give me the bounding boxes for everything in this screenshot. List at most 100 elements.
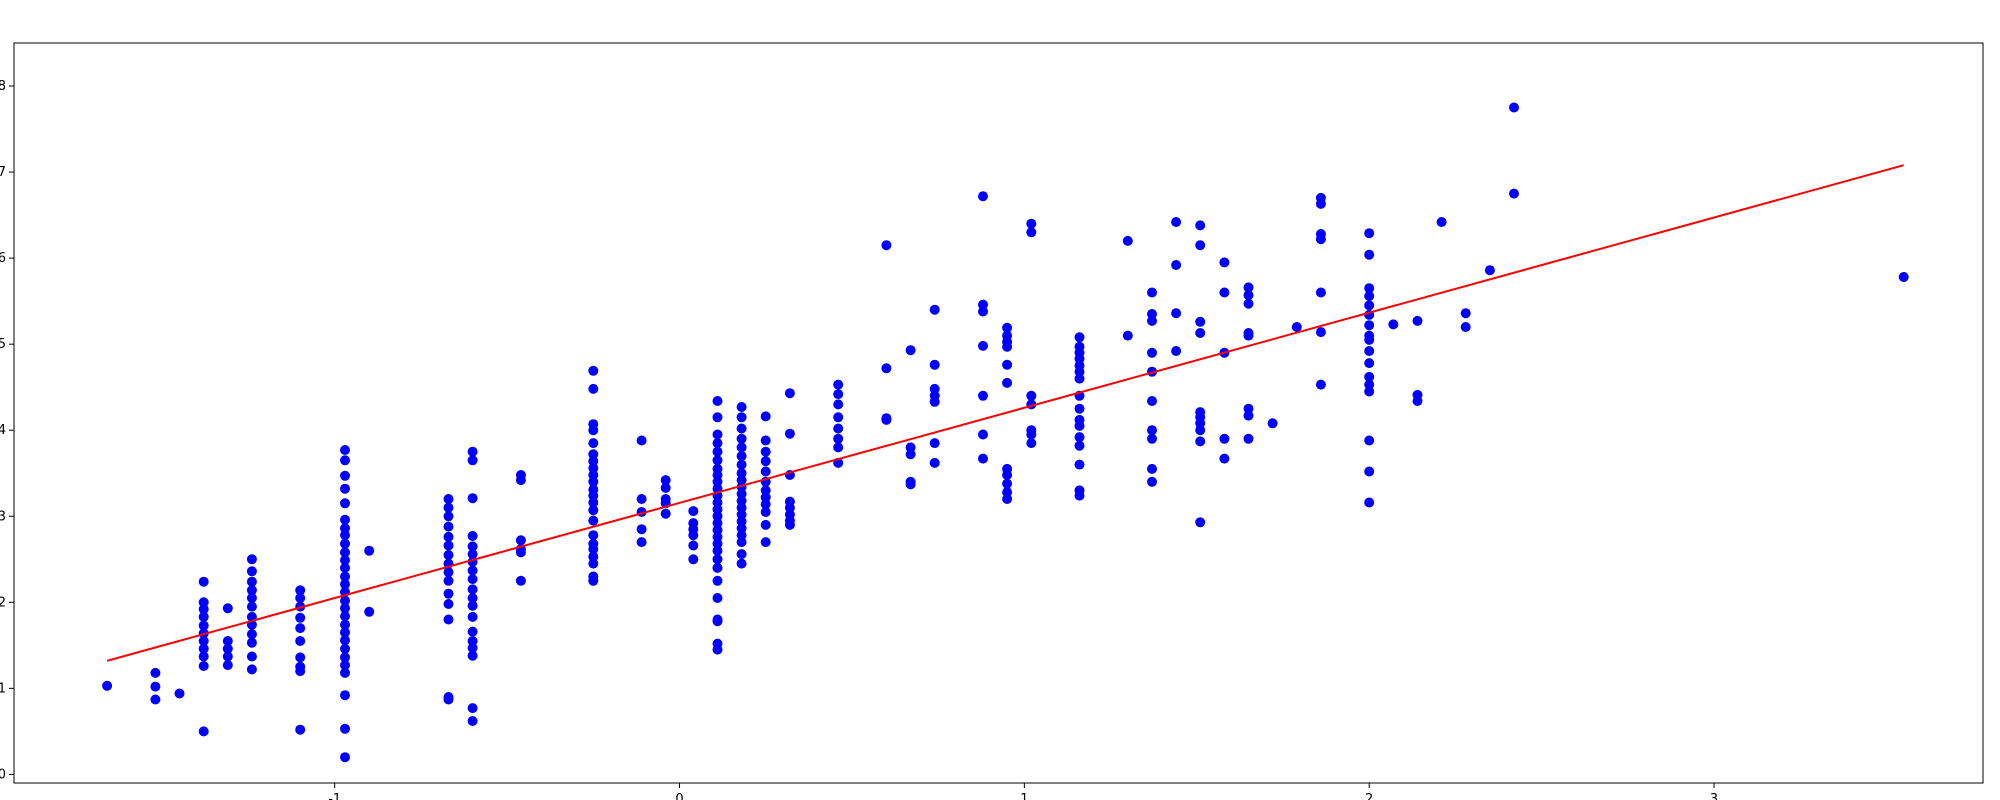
- data-point: [978, 390, 988, 401]
- data-point: [198, 636, 209, 646]
- axes-frame: [13, 42, 1984, 784]
- data-point: [688, 506, 699, 517]
- data-point: [515, 547, 526, 558]
- data-point: [1147, 425, 1157, 436]
- data-point: [1026, 438, 1037, 449]
- data-point: [929, 396, 940, 407]
- data-point: [340, 723, 350, 734]
- data-point: [712, 504, 723, 515]
- data-point: [515, 475, 526, 486]
- data-point: [1171, 308, 1182, 319]
- data-point: [198, 611, 209, 622]
- data-point: [1364, 497, 1375, 508]
- data-point: [1364, 358, 1375, 369]
- data-point: [760, 446, 771, 457]
- data-point: [1484, 265, 1495, 276]
- data-point: [467, 584, 478, 595]
- data-point: [1026, 218, 1037, 229]
- data-point: [588, 505, 599, 516]
- data-point: [295, 623, 306, 634]
- data-point: [467, 642, 478, 653]
- data-point: [467, 549, 478, 560]
- data-point: [1315, 379, 1326, 390]
- y-tick-label: 6: [0, 251, 6, 266]
- data-point: [340, 667, 350, 678]
- data-point: [198, 661, 209, 671]
- data-point: [1315, 327, 1326, 338]
- data-point: [1074, 490, 1085, 501]
- data-point: [467, 531, 478, 541]
- y-tick-label: 2: [0, 595, 6, 610]
- data-point: [760, 411, 771, 422]
- data-point: [467, 611, 478, 622]
- data-point: [295, 593, 306, 603]
- data-point: [340, 603, 350, 614]
- data-point: [929, 304, 940, 315]
- data-point: [1267, 418, 1278, 429]
- data-point: [833, 433, 844, 444]
- data-point: [1074, 420, 1085, 431]
- data-point: [833, 379, 844, 390]
- data-point: [712, 545, 723, 556]
- data-point: [1364, 334, 1375, 345]
- data-point: [198, 604, 209, 615]
- data-point: [712, 593, 723, 603]
- data-point: [150, 694, 161, 705]
- data-point: [1026, 429, 1037, 440]
- data-point: [467, 636, 478, 646]
- data-point: [712, 497, 723, 508]
- y-tick-label: 4: [0, 423, 6, 438]
- data-point: [1147, 309, 1157, 319]
- data-point: [784, 388, 795, 399]
- data-point: [443, 575, 454, 586]
- data-point: [1122, 235, 1133, 246]
- data-point: [1147, 315, 1157, 326]
- data-point: [712, 562, 723, 573]
- data-point: [443, 614, 454, 625]
- data-point: [340, 643, 350, 654]
- data-point: [660, 508, 671, 519]
- data-point: [588, 551, 599, 562]
- data-point: [1243, 298, 1254, 309]
- data-point: [736, 530, 747, 541]
- data-point: [736, 537, 747, 548]
- y-axis: 0 1 2 3 4 5 6 7 8: [0, 79, 14, 782]
- data-point: [881, 414, 892, 425]
- data-point: [1122, 330, 1133, 341]
- data-point: [588, 544, 599, 554]
- data-point: [712, 476, 723, 487]
- data-point: [929, 359, 940, 370]
- data-point: [340, 619, 350, 630]
- data-point: [246, 576, 257, 587]
- data-point: [222, 636, 233, 646]
- data-point: [760, 435, 771, 446]
- data-point: [340, 690, 350, 701]
- data-point: [588, 449, 599, 460]
- y-tick-label: 0: [0, 767, 6, 782]
- data-point: [246, 601, 257, 612]
- data-point: [736, 475, 747, 486]
- data-point: [833, 399, 844, 410]
- data-point: [688, 554, 699, 565]
- data-point: [1436, 217, 1447, 227]
- data-point: [588, 558, 599, 569]
- data-point: [340, 470, 350, 481]
- data-point: [340, 514, 350, 525]
- data-point: [588, 515, 599, 526]
- data-point: [736, 402, 747, 412]
- data-point: [712, 644, 723, 655]
- data-point: [588, 425, 599, 436]
- data-point: [688, 530, 699, 541]
- data-point: [340, 635, 350, 646]
- data-point: [295, 585, 306, 596]
- data-point: [340, 579, 350, 590]
- data-point: [760, 537, 771, 548]
- data-point: [295, 666, 306, 677]
- data-point: [174, 688, 185, 699]
- data-point: [246, 629, 257, 640]
- data-point: [246, 554, 257, 565]
- data-point: [1243, 282, 1254, 293]
- data-point: [588, 438, 599, 449]
- data-point: [929, 438, 940, 449]
